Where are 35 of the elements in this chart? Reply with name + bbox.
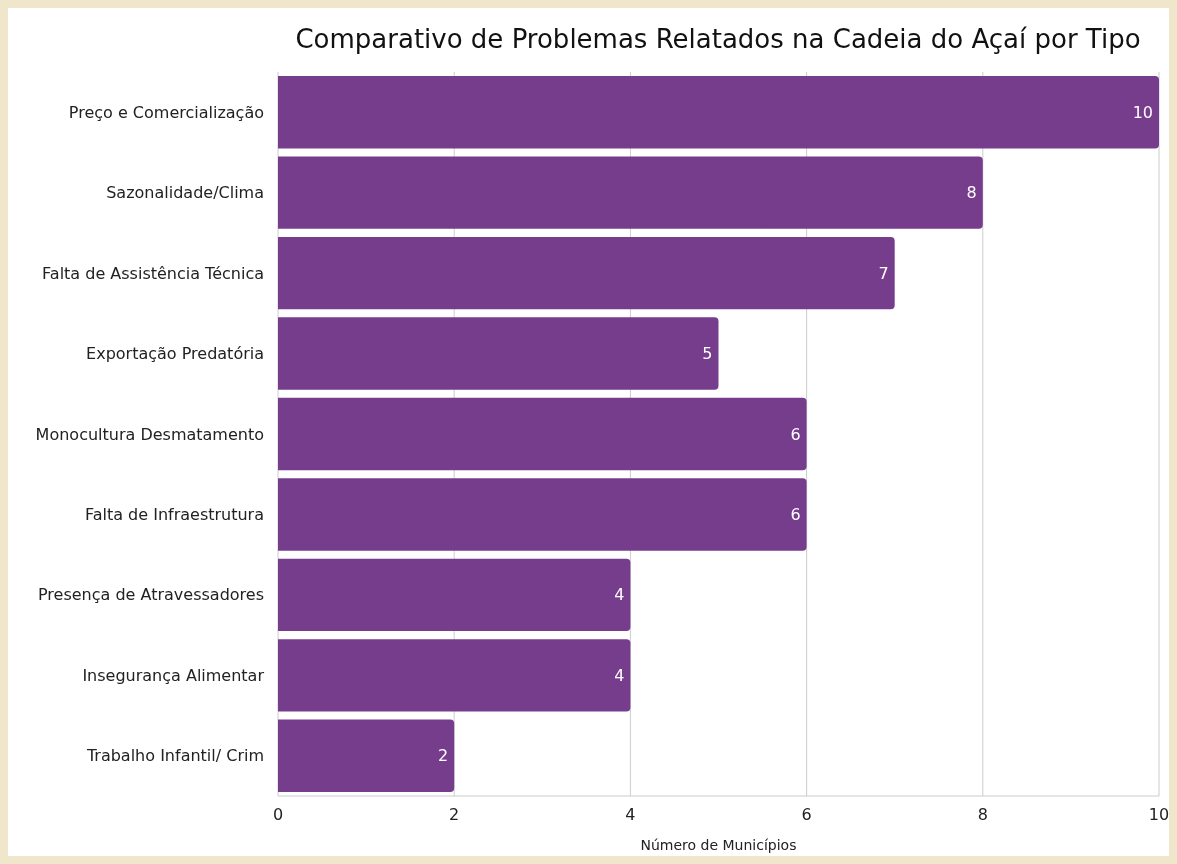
bar — [278, 397, 807, 471]
x-tick-label: 0 — [272, 805, 284, 824]
bar — [278, 719, 455, 792]
y-tick-label: Exportação Predatória — [86, 344, 264, 364]
y-tick-label: Falta de Infraestrutura — [84, 505, 264, 525]
data-label: 4 — [614, 585, 625, 605]
chart-title: Comparativo de Problemas Relatados na Cadeia do Açaí por Tipo — [295, 24, 1141, 54]
y-tick-label: Presença de Atravessadores — [38, 585, 264, 605]
data-label: 7 — [878, 263, 889, 283]
bar — [278, 236, 895, 310]
bar — [278, 478, 807, 551]
data-label: 6 — [790, 505, 801, 525]
x-axis-title: Número de Municípios — [640, 837, 797, 853]
data-label: 5 — [702, 344, 713, 364]
y-tick-label: Insegurança Alimentar — [82, 665, 265, 685]
data-label: 8 — [966, 183, 977, 203]
y-tick-label: Monocultura Desmatamento — [35, 424, 264, 444]
bar — [278, 76, 1159, 149]
y-tick-label: Sazonalidade/Clima — [106, 183, 264, 203]
data-label: 2 — [438, 746, 449, 766]
y-tick-label: Trabalho Infantil/ Crim — [85, 746, 264, 766]
data-label: 6 — [790, 424, 801, 444]
y-tick-label: Preço e Comercialização — [68, 102, 264, 122]
data-label: 4 — [614, 665, 625, 685]
bar — [278, 156, 983, 229]
bar — [278, 317, 719, 390]
y-tick-label: Falta de Assistência Técnica — [42, 263, 264, 283]
x-tick-label: 4 — [625, 805, 636, 824]
bar — [278, 639, 631, 712]
x-tick-label: 8 — [977, 805, 988, 824]
data-label: 10 — [1132, 102, 1153, 122]
bar — [278, 558, 631, 632]
x-tick-label: 2 — [449, 805, 460, 824]
x-tick-label: 6 — [801, 805, 812, 824]
x-tick-label: 10 — [1148, 805, 1170, 824]
